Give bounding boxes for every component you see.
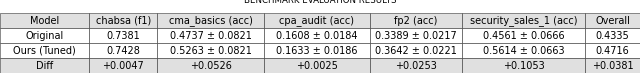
Bar — [585, 13, 640, 28]
Text: 0.1633 ± 0.0186: 0.1633 ± 0.0186 — [276, 46, 357, 56]
Bar — [0, 43, 89, 58]
Bar — [157, 28, 264, 43]
Text: 0.4561 ± 0.0666: 0.4561 ± 0.0666 — [483, 31, 564, 41]
Bar — [89, 43, 157, 58]
Text: 0.5263 ± 0.0821: 0.5263 ± 0.0821 — [170, 46, 252, 56]
Text: +0.1053: +0.1053 — [503, 61, 545, 71]
Text: 0.3642 ± 0.0221: 0.3642 ± 0.0221 — [375, 46, 457, 56]
Bar — [370, 13, 462, 28]
Bar — [585, 28, 640, 43]
Bar — [157, 58, 264, 73]
Text: +0.0526: +0.0526 — [189, 61, 232, 71]
Text: security_sales_1 (acc): security_sales_1 (acc) — [470, 15, 577, 26]
Bar — [370, 28, 462, 43]
Bar — [89, 13, 157, 28]
Bar — [370, 43, 462, 58]
Text: Overall: Overall — [595, 16, 630, 26]
Text: 0.7381: 0.7381 — [106, 31, 140, 41]
Bar — [0, 28, 89, 43]
Text: Diff: Diff — [36, 61, 53, 71]
Bar — [462, 43, 585, 58]
Bar — [264, 58, 370, 73]
Bar — [89, 28, 157, 43]
Text: cpa_audit (acc): cpa_audit (acc) — [279, 15, 354, 26]
Bar — [585, 43, 640, 58]
Text: BENCHMARK EVALUATION RESULTS: BENCHMARK EVALUATION RESULTS — [244, 0, 396, 5]
Bar — [264, 43, 370, 58]
Text: chabsa (f1): chabsa (f1) — [95, 16, 151, 26]
Text: 0.4335: 0.4335 — [596, 31, 630, 41]
Text: 0.3389 ± 0.0217: 0.3389 ± 0.0217 — [375, 31, 457, 41]
Text: +0.0047: +0.0047 — [102, 61, 144, 71]
Bar — [264, 13, 370, 28]
Bar — [462, 58, 585, 73]
Bar — [370, 58, 462, 73]
Text: Original: Original — [26, 31, 63, 41]
Text: +0.0025: +0.0025 — [296, 61, 337, 71]
Bar — [462, 28, 585, 43]
Text: Ours (Tuned): Ours (Tuned) — [13, 46, 76, 56]
Bar — [157, 43, 264, 58]
Text: 0.1608 ± 0.0184: 0.1608 ± 0.0184 — [276, 31, 357, 41]
Text: +0.0253: +0.0253 — [395, 61, 436, 71]
Text: cma_basics (acc): cma_basics (acc) — [168, 15, 252, 26]
Text: 0.4716: 0.4716 — [596, 46, 630, 56]
Bar — [157, 13, 264, 28]
Text: Model: Model — [30, 16, 59, 26]
Text: 0.7428: 0.7428 — [106, 46, 140, 56]
Text: fp2 (acc): fp2 (acc) — [394, 16, 438, 26]
Bar — [264, 28, 370, 43]
Bar — [89, 58, 157, 73]
Bar — [585, 58, 640, 73]
Text: 0.5614 ± 0.0663: 0.5614 ± 0.0663 — [483, 46, 564, 56]
Bar — [0, 13, 89, 28]
Bar — [462, 13, 585, 28]
Text: +0.0381: +0.0381 — [592, 61, 634, 71]
Bar — [0, 58, 89, 73]
Text: 0.4737 ± 0.0821: 0.4737 ± 0.0821 — [170, 31, 252, 41]
